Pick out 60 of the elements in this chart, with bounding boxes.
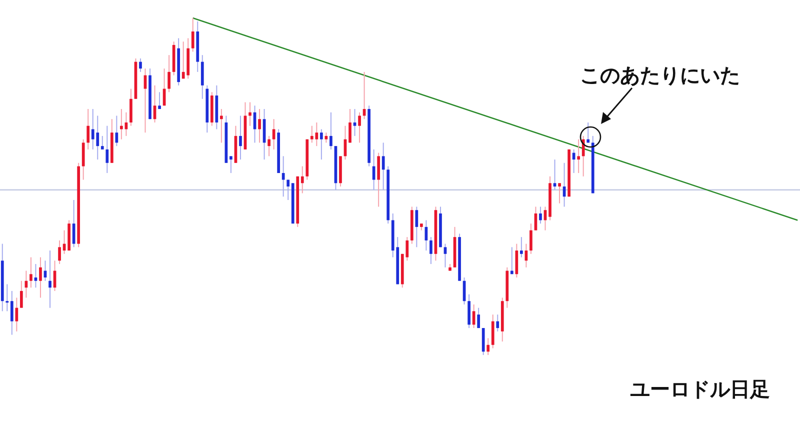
candlestick [496, 314, 500, 332]
candlestick [320, 128, 323, 160]
candlestick [115, 115, 118, 147]
candlestick [300, 166, 304, 194]
candlestick [100, 135, 104, 150]
candlestick [106, 125, 109, 174]
candlestick [491, 314, 494, 349]
candlestick [377, 152, 380, 208]
candlestick [539, 206, 542, 224]
candlestick [510, 246, 514, 275]
candlestick [430, 236, 432, 265]
candlestick [286, 179, 290, 200]
candlestick [324, 132, 328, 144]
text: ユーロドル日足 [630, 377, 770, 401]
candlestick [282, 156, 285, 198]
candlestick [486, 338, 490, 356]
candlestick [382, 142, 385, 190]
candlestick [520, 236, 523, 258]
candlestick [200, 54, 204, 100]
candlestick [86, 108, 90, 150]
candlestick [130, 88, 132, 126]
candlestick [20, 280, 23, 308]
candlestick [139, 58, 142, 72]
candlestick [258, 108, 261, 144]
candlestick [558, 182, 561, 204]
candlestick [48, 250, 52, 308]
candlestick [6, 284, 9, 312]
candlestick [515, 243, 518, 278]
candlestick [353, 108, 356, 136]
candlestick [39, 256, 42, 298]
candlestick [168, 54, 170, 93]
candlestick [482, 328, 485, 356]
candlestick [348, 108, 352, 144]
candlestick [230, 156, 232, 174]
candlestick [330, 112, 332, 150]
candlestick [477, 307, 480, 329]
candlestick [530, 223, 532, 254]
candlestick [30, 256, 32, 288]
candlestick [577, 138, 580, 174]
candlestick [220, 108, 223, 144]
candlestick [158, 92, 161, 110]
candlestick [34, 264, 38, 288]
candlestick [553, 159, 556, 190]
candlestick [582, 135, 585, 177]
candlestick [248, 102, 252, 126]
candlestick [120, 108, 123, 140]
candlestick [82, 138, 85, 180]
candlestick [15, 297, 18, 332]
candlestick [444, 243, 447, 268]
candlestick [272, 118, 276, 150]
candlestick [415, 206, 418, 248]
candlestick [239, 115, 242, 160]
candlestick [58, 240, 61, 265]
candlestick [268, 135, 270, 157]
candlestick [586, 122, 590, 144]
candlestick [468, 294, 470, 329]
annotation: このあたりにいた [580, 63, 740, 87]
candlestick [358, 112, 361, 144]
candlestick [191, 18, 194, 52]
candlestick [10, 290, 14, 336]
